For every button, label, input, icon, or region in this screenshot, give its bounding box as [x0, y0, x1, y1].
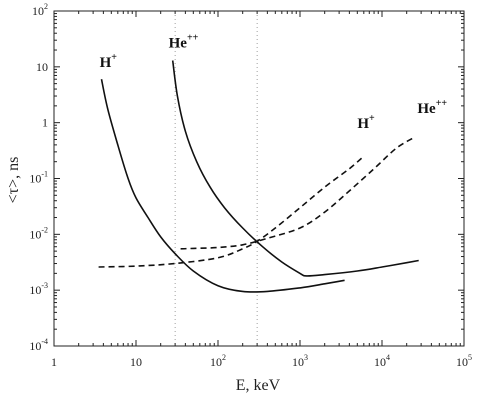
x-tick-label: 105 — [456, 353, 472, 369]
grid — [174, 11, 258, 346]
series-label-1: H+ — [100, 52, 118, 71]
y-tick-label: 10-1 — [29, 170, 48, 186]
y-tick-label: 10-3 — [29, 281, 48, 297]
series-line-solid-1 — [100, 79, 345, 293]
series-label-4: He++ — [417, 98, 447, 117]
x-axis-title: E, keV — [236, 377, 281, 394]
y-tick-label: 1 — [42, 116, 48, 130]
x-tick-labels: 1 10 102 103 104 105 — [51, 353, 472, 369]
x-tick-label: 102 — [210, 353, 226, 369]
series-labels: H+ He++ H+ He++ — [100, 33, 448, 132]
y-tick-label: 10 — [36, 60, 48, 74]
series-label-2: He++ — [169, 33, 199, 52]
y-tick-label: 102 — [32, 2, 48, 18]
y-tick-label: 10-4 — [29, 337, 48, 353]
series-line-dashed-3 — [98, 155, 365, 268]
series-label-3: H+ — [357, 113, 375, 132]
y-tick-label: 10-2 — [29, 225, 48, 241]
x-tick-label: 104 — [374, 353, 390, 369]
x-tick-label: 1 — [51, 355, 57, 369]
x-tick-label: 10 — [130, 355, 142, 369]
series-group — [98, 60, 419, 293]
series-line-dashed-4 — [180, 136, 416, 250]
x-tick-label: 103 — [292, 353, 308, 369]
y-tick-labels: 10-4 10-3 10-2 10-1 1 10 102 — [29, 2, 48, 353]
series-line-solid-2 — [171, 60, 419, 277]
y-axis-title: <τ>, ns — [5, 157, 22, 204]
axis-ticks — [53, 10, 465, 347]
